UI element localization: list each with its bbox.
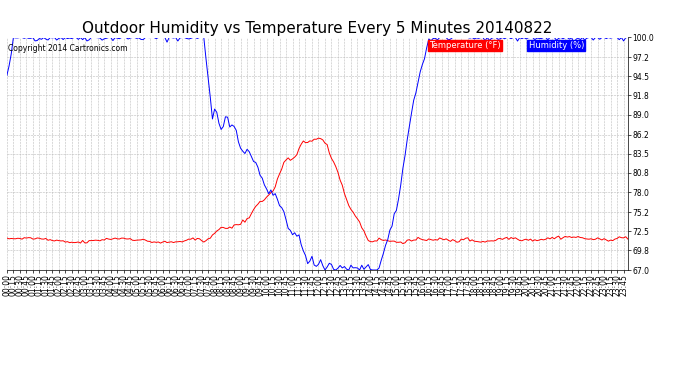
Title: Outdoor Humidity vs Temperature Every 5 Minutes 20140822: Outdoor Humidity vs Temperature Every 5 … [82,21,553,36]
Text: Temperature (°F): Temperature (°F) [429,41,501,50]
Text: Copyright 2014 Cartronics.com: Copyright 2014 Cartronics.com [8,45,128,54]
Text: Humidity (%): Humidity (%) [529,41,584,50]
